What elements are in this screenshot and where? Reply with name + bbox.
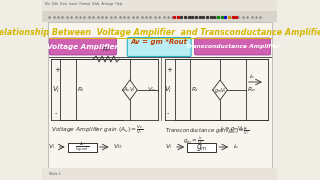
Text: $V_i$: $V_i$ <box>165 143 172 151</box>
Text: $i_o$: $i_o$ <box>233 143 239 151</box>
Text: $R_i$: $R_i$ <box>191 86 199 94</box>
Text: $i_o$: $i_o$ <box>249 73 256 82</box>
Text: $i_c = g_m V_{be}$: $i_c = g_m V_{be}$ <box>220 124 247 133</box>
Text: $V_i$: $V_i$ <box>48 143 55 151</box>
Text: $R_o$: $R_o$ <box>247 86 256 94</box>
Text: $g_m$: $g_m$ <box>196 142 208 153</box>
Text: +: + <box>54 67 60 73</box>
Text: $g_m V_i$: $g_m V_i$ <box>214 86 227 94</box>
Text: Voltage Amplifier gain $(A_v) = \frac{V_o}{V_i}$: Voltage Amplifier gain $(A_v) = \frac{V_… <box>51 124 143 137</box>
Text: $V_o$: $V_o$ <box>147 86 156 94</box>
Text: $R_o$: $R_o$ <box>102 45 111 54</box>
FancyBboxPatch shape <box>42 168 276 180</box>
Text: $V_i$: $V_i$ <box>52 85 60 95</box>
FancyBboxPatch shape <box>127 37 191 57</box>
Text: Transconductance Amplifier: Transconductance Amplifier <box>186 44 280 49</box>
FancyBboxPatch shape <box>48 22 272 177</box>
Text: $V_O$: $V_O$ <box>113 143 123 151</box>
FancyBboxPatch shape <box>49 38 117 55</box>
Text: Transconductance gain$(g_m) = \frac{i_o}{V_i}$: Transconductance gain$(g_m) = \frac{i_o}… <box>165 124 249 137</box>
FancyBboxPatch shape <box>42 0 276 11</box>
Text: $V_i$: $V_i$ <box>164 85 172 95</box>
Text: $g_m = \frac{i_c}{V_T}$: $g_m = \frac{i_c}{V_T}$ <box>183 134 204 147</box>
Text: $\frac{A_v}{(open)}$: $\frac{A_v}{(open)}$ <box>75 141 89 154</box>
Text: Relationship Between  Voltage Amplifier  and Transconductance Amplifier: Relationship Between Voltage Amplifier a… <box>0 28 320 37</box>
FancyBboxPatch shape <box>68 143 97 152</box>
Text: $A_v V_i$: $A_v V_i$ <box>124 86 136 94</box>
Text: Slide 1: Slide 1 <box>49 172 61 176</box>
Text: $R_i$: $R_i$ <box>77 86 84 94</box>
FancyBboxPatch shape <box>42 11 276 22</box>
Text: +: + <box>166 67 172 73</box>
FancyBboxPatch shape <box>187 143 216 152</box>
Text: -: - <box>54 110 57 116</box>
Text: Av = gm *Rout: Av = gm *Rout <box>131 39 188 45</box>
FancyBboxPatch shape <box>195 38 271 55</box>
Text: Voltage Amplifier: Voltage Amplifier <box>47 43 118 50</box>
Text: File  Edit  View  Insert  Format  Slide  Arrange  Help: File Edit View Insert Format Slide Arran… <box>45 1 122 6</box>
Text: -: - <box>166 110 169 116</box>
